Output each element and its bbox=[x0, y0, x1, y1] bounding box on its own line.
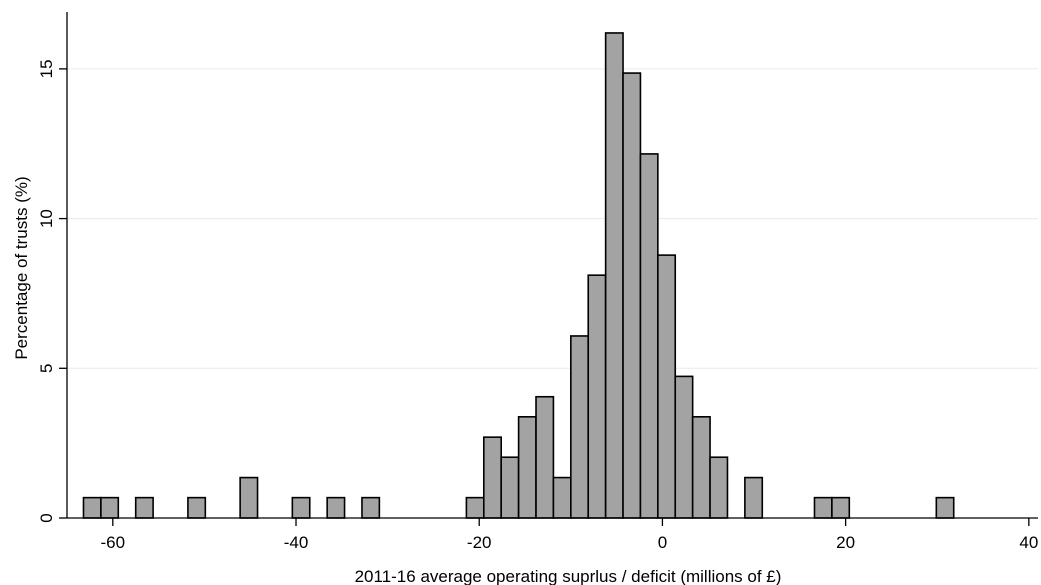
histogram-bar bbox=[639, 153, 659, 519]
histogram-bar bbox=[535, 395, 555, 519]
histogram-bar bbox=[100, 496, 120, 519]
histogram-bar bbox=[709, 456, 729, 519]
histogram-bar bbox=[500, 456, 520, 519]
histogram-bar bbox=[674, 375, 694, 519]
x-axis-ticks: -60 -40 -20 0 20 40 bbox=[101, 518, 1038, 552]
histogram-bar bbox=[552, 476, 572, 519]
y-tick-label: 0 bbox=[37, 513, 56, 522]
x-tick-label: -40 bbox=[284, 533, 309, 552]
y-tick-label: 5 bbox=[37, 364, 56, 373]
histogram-bar bbox=[134, 496, 154, 519]
x-tick-label: 40 bbox=[1019, 533, 1038, 552]
bars bbox=[82, 32, 955, 519]
histogram-bar bbox=[239, 476, 259, 519]
y-tick-label: 15 bbox=[37, 59, 56, 78]
histogram-bar bbox=[326, 496, 346, 519]
y-tick-label: 10 bbox=[37, 209, 56, 228]
histogram-bar bbox=[587, 274, 607, 519]
x-tick-label: -60 bbox=[101, 533, 126, 552]
histogram-bar bbox=[691, 415, 711, 519]
histogram-bar bbox=[622, 72, 642, 519]
histogram-bar bbox=[744, 476, 764, 519]
histogram-bar bbox=[482, 436, 503, 519]
x-tick-label: 20 bbox=[836, 533, 855, 552]
histogram-bar bbox=[517, 415, 537, 519]
histogram-bar bbox=[291, 496, 311, 519]
histogram-bar bbox=[657, 254, 677, 519]
histogram-bar bbox=[187, 496, 207, 519]
histogram-bar bbox=[465, 496, 485, 519]
x-tick-label: -20 bbox=[467, 533, 492, 552]
histogram-bar bbox=[935, 496, 955, 519]
y-axis-title: Percentage of trusts (%) bbox=[12, 176, 31, 359]
histogram-bar bbox=[831, 496, 851, 519]
x-axis-title: 2011-16 average operating suprlus / defi… bbox=[355, 567, 782, 585]
histogram-bar bbox=[604, 32, 624, 519]
histogram-bar bbox=[570, 335, 590, 519]
y-axis-ticks: 0 5 10 15 bbox=[37, 59, 67, 523]
histogram-bar bbox=[813, 496, 833, 519]
gridlines bbox=[67, 68, 1038, 369]
histogram-bar bbox=[361, 496, 381, 519]
x-tick-label: 0 bbox=[658, 533, 667, 552]
histogram-bar bbox=[82, 496, 102, 519]
